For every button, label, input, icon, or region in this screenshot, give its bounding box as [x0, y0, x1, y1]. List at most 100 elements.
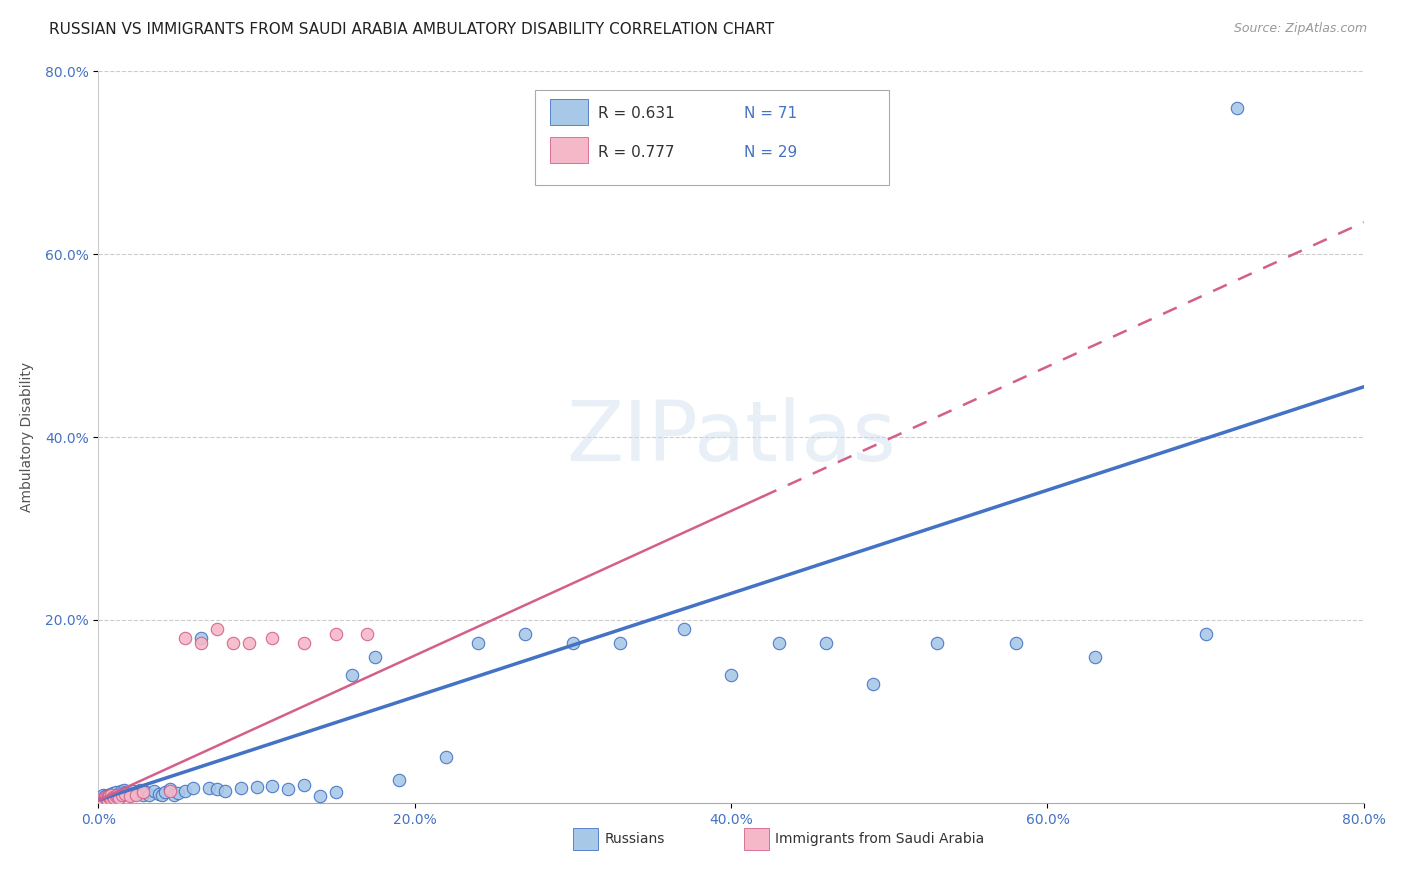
Point	[388, 772, 411, 787]
Point	[101, 790, 124, 805]
Point	[190, 636, 212, 650]
Point	[205, 622, 228, 636]
Point	[262, 632, 284, 646]
Point	[436, 750, 458, 764]
Point	[125, 787, 148, 801]
Bar	[574, 829, 599, 850]
Point	[100, 789, 122, 804]
Point	[159, 784, 181, 798]
Text: Russians: Russians	[605, 832, 665, 847]
Point	[1084, 649, 1107, 664]
Point	[101, 788, 124, 802]
Point	[104, 789, 127, 804]
Point	[229, 781, 252, 796]
Point	[96, 792, 118, 806]
Point	[120, 789, 141, 804]
Point	[114, 787, 136, 801]
Point	[292, 779, 315, 793]
Text: N = 29: N = 29	[744, 145, 797, 160]
Point	[98, 790, 121, 805]
Point	[609, 636, 631, 650]
Point	[100, 787, 122, 801]
Point	[132, 785, 155, 799]
Point	[364, 649, 387, 664]
Point	[150, 788, 173, 802]
Point	[138, 789, 160, 803]
Point	[467, 636, 489, 650]
Point	[91, 789, 114, 803]
Point	[190, 632, 212, 646]
Point	[135, 785, 157, 799]
Point	[246, 780, 269, 795]
Text: R = 0.777: R = 0.777	[599, 145, 675, 160]
Point	[198, 781, 221, 796]
Text: R = 0.631: R = 0.631	[599, 106, 675, 120]
Point	[108, 791, 131, 805]
Point	[325, 785, 347, 799]
Point	[132, 788, 155, 802]
Point	[98, 789, 121, 804]
Point	[153, 785, 176, 799]
Point	[163, 789, 186, 803]
Point	[238, 636, 260, 650]
Point	[222, 636, 245, 650]
Point	[96, 791, 118, 805]
Point	[103, 790, 125, 805]
Point	[292, 636, 315, 650]
Point	[114, 785, 136, 799]
Point	[356, 626, 378, 640]
Point	[103, 789, 125, 803]
Point	[672, 622, 695, 636]
Bar	[550, 137, 588, 163]
Point	[101, 786, 124, 800]
Point	[325, 626, 347, 640]
Point	[1226, 101, 1249, 115]
Point	[142, 784, 165, 798]
Point	[93, 789, 117, 804]
Point	[97, 791, 120, 805]
Point	[277, 782, 299, 797]
Point	[104, 785, 127, 799]
Point	[166, 786, 188, 800]
FancyBboxPatch shape	[534, 90, 889, 185]
Y-axis label: Ambulatory Disability: Ambulatory Disability	[20, 362, 34, 512]
Point	[112, 783, 135, 797]
Point	[107, 789, 129, 804]
Point	[128, 783, 150, 797]
Point	[262, 780, 284, 794]
Point	[814, 636, 837, 650]
Text: Immigrants from Saudi Arabia: Immigrants from Saudi Arabia	[776, 832, 984, 847]
Point	[148, 787, 170, 801]
Point	[100, 789, 122, 803]
Text: ZIPatlas: ZIPatlas	[567, 397, 896, 477]
Point	[115, 787, 138, 801]
Point	[103, 791, 125, 805]
Point	[183, 781, 205, 796]
Point	[97, 789, 120, 804]
Text: Source: ZipAtlas.com: Source: ZipAtlas.com	[1233, 22, 1367, 36]
Point	[515, 626, 537, 640]
Bar	[744, 829, 769, 850]
Point	[340, 667, 363, 681]
Point	[90, 792, 112, 806]
Point	[96, 790, 118, 805]
Point	[174, 784, 197, 798]
Point	[97, 788, 120, 802]
Point	[159, 782, 181, 797]
Point	[122, 784, 145, 798]
Bar	[550, 99, 588, 125]
Point	[93, 793, 117, 807]
Point	[90, 791, 112, 805]
Text: N = 71: N = 71	[744, 106, 797, 120]
Point	[98, 789, 121, 803]
Point	[108, 787, 131, 801]
Point	[768, 636, 790, 650]
Point	[862, 677, 884, 691]
Point	[309, 789, 332, 804]
Point	[561, 636, 585, 650]
Point	[100, 792, 122, 806]
Point	[117, 786, 139, 800]
Point	[91, 793, 114, 807]
Point	[174, 632, 197, 646]
Text: RUSSIAN VS IMMIGRANTS FROM SAUDI ARABIA AMBULATORY DISABILITY CORRELATION CHART: RUSSIAN VS IMMIGRANTS FROM SAUDI ARABIA …	[49, 22, 775, 37]
